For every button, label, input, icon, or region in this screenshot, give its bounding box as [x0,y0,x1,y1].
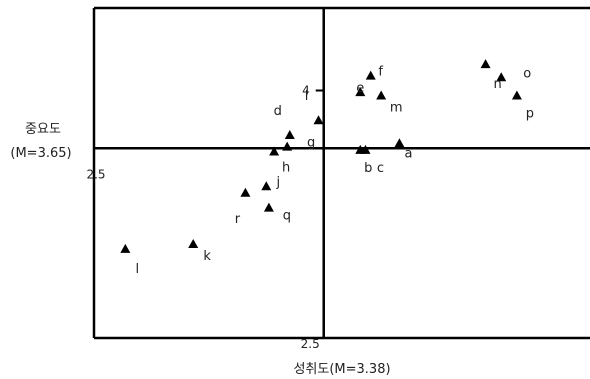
tick-labels: 2.5 2.5 4 [86,84,319,352]
point-label-p: p [526,106,534,121]
y-axis-title-line1: 중요도 [25,122,61,137]
tick-label: 2.5 [86,167,105,181]
point-marker-e [355,87,366,97]
point-marker-m [376,90,387,100]
point-labels: a b c d ef g h i j k l m n o p q r [136,65,535,277]
point-label-k: k [203,249,211,264]
point-marker-d [284,130,295,140]
point-label-i: i [305,89,309,104]
point-label-c: c [377,161,384,176]
data-points [120,59,522,253]
point-label-h: h [282,161,290,176]
point-label-q: q [283,209,291,224]
point-label-g: g [307,136,315,151]
point-marker-k [188,238,199,248]
point-marker-i [313,115,324,125]
point-label-b: b [364,161,372,176]
point-marker-c [360,144,371,154]
point-label-o: o [523,66,531,81]
y-axis-title-line2: (M=3.65) [10,146,71,161]
point-label-f: f [378,65,383,80]
point-marker-p [511,90,522,100]
point-marker-f [365,70,376,80]
point-marker-q [263,202,274,212]
point-label-d: d [274,104,282,119]
point-label-l: l [136,262,140,277]
point-marker-g [282,141,293,151]
point-label-r: r [235,212,241,227]
point-marker-a [394,138,405,148]
point-marker-l [120,243,131,253]
point-marker-n [480,59,491,69]
point-label-e: e [356,81,364,96]
x-axis-title: 성취도(M=3.38) [293,362,390,377]
point-marker-r [240,187,251,197]
point-label-a: a [404,146,412,161]
point-label-j: j [275,175,280,190]
plot-frame [92,6,590,340]
point-marker-o [496,72,507,82]
point-label-m: m [390,100,403,115]
tick-label: 2.5 [301,337,320,351]
point-marker-j [261,181,272,191]
tick-label: 4 [302,84,310,98]
point-marker-h [269,146,280,156]
point-label-n: n [493,77,501,92]
